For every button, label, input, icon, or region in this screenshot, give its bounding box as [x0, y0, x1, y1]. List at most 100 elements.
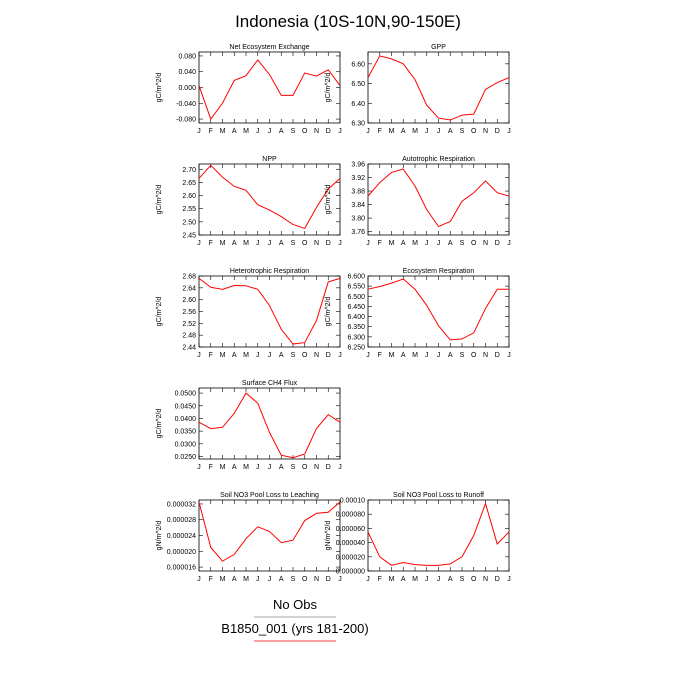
x-tick-label: S [460, 128, 465, 135]
x-tick-label: J [507, 576, 511, 583]
x-tick-label: S [460, 352, 465, 359]
y-tick-label: 0.0500 [175, 391, 197, 398]
x-tick-label: J [268, 352, 272, 359]
y-tick-label: 0.000032 [167, 501, 196, 508]
y-tick-label: 0.080 [178, 53, 196, 60]
x-tick-label: S [460, 240, 465, 247]
y-tick-label: -0.080 [176, 117, 196, 124]
x-tick-label: O [471, 128, 477, 135]
y-tick-label: 2.70 [182, 167, 196, 174]
y-tick-label: 6.350 [347, 324, 365, 331]
chart-panel-0: Net Ecosystem Exchange -0.080 -0.040 0.000 0… [156, 44, 342, 135]
x-tick-label: A [448, 240, 453, 247]
x-tick-label: J [197, 128, 201, 135]
panel-title: Net Ecosystem Exchange [229, 44, 309, 51]
x-tick-label: J [425, 240, 429, 247]
y-tick-label: 3.92 [351, 175, 365, 182]
y-tick-label: 0.000080 [336, 512, 365, 519]
y-tick-label: 0.000000 [336, 569, 365, 576]
x-tick-label: S [291, 576, 296, 583]
y-tick-label: 0.000020 [167, 549, 196, 556]
x-tick-label: A [401, 352, 406, 359]
x-tick-label: J [338, 352, 342, 359]
y-tick-label: 6.60 [351, 61, 365, 68]
y-tick-label: 2.52 [182, 321, 196, 328]
plot-frame [198, 499, 341, 572]
y-tick-label: 6.30 [351, 121, 365, 128]
y-tick-label: 2.68 [182, 274, 196, 281]
x-tick-label: M [389, 352, 395, 359]
series-line-0 [198, 501, 341, 562]
x-tick-label: N [483, 352, 488, 359]
x-tick-label: A [232, 352, 237, 359]
x-tick-label: A [232, 240, 237, 247]
y-tick-label: 0.0250 [175, 454, 197, 461]
y-tick-label: 0.00010 [340, 498, 365, 505]
x-tick-label: N [483, 128, 488, 135]
x-tick-label: J [338, 464, 342, 471]
x-tick-label: J [507, 240, 511, 247]
y-axis-label: gC/m^2/d [325, 185, 332, 215]
legend: No Obs B1850_001 (yrs 181-200) [221, 597, 369, 642]
x-tick-label: F [378, 576, 382, 583]
y-tick-label: 2.48 [182, 333, 196, 340]
plot-frame [367, 51, 510, 124]
x-tick-label: A [401, 128, 406, 135]
y-tick-label: 0.000024 [167, 533, 196, 540]
x-tick-label: J [256, 464, 260, 471]
y-axis-label: gC/m^2/d [156, 409, 163, 439]
x-tick-label: M [243, 128, 249, 135]
x-tick-label: D [326, 352, 331, 359]
y-tick-label: 3.80 [351, 216, 365, 223]
x-tick-label: F [378, 128, 382, 135]
series-line-0 [198, 164, 341, 230]
x-tick-label: S [291, 240, 296, 247]
y-tick-label: 0.0350 [175, 429, 197, 436]
x-tick-label: M [243, 352, 249, 359]
x-tick-label: M [243, 240, 249, 247]
x-tick-label: D [495, 576, 500, 583]
x-tick-label: J [197, 352, 201, 359]
x-tick-label: M [243, 464, 249, 471]
x-tick-label: S [460, 576, 465, 583]
x-tick-label: S [291, 352, 296, 359]
chart-panel-5: Ecosystem Respiration 6.250 6.300 6.350 6.40… [325, 268, 511, 359]
x-tick-label: J [425, 576, 429, 583]
chart-panel-6: Surface CH4 Flux 0.0250 0.0300 0.0350 0.0400… [156, 380, 342, 471]
x-tick-label: O [471, 240, 477, 247]
panel-title: Surface CH4 Flux [242, 380, 298, 387]
panel-grid: Net Ecosystem Exchange-0.080-0.0400.0000… [156, 44, 511, 583]
y-axis-label: gC/m^2/d [325, 73, 332, 103]
series-line-0 [367, 168, 510, 228]
legend-label-no-obs: No Obs [273, 597, 318, 612]
x-tick-label: O [471, 352, 477, 359]
y-tick-label: 2.64 [182, 285, 196, 292]
x-tick-label: D [326, 128, 331, 135]
x-tick-label: J [268, 128, 272, 135]
series-line-0 [198, 392, 341, 459]
x-tick-label: N [314, 352, 319, 359]
x-tick-label: N [314, 240, 319, 247]
chart-panel-7: Soil NO3 Pool Loss to Leaching 0.000016 0.… [156, 492, 342, 583]
x-tick-label: J [425, 352, 429, 359]
x-tick-label: F [378, 240, 382, 247]
x-tick-label: M [389, 576, 395, 583]
x-tick-label: S [291, 128, 296, 135]
x-tick-label: J [366, 352, 370, 359]
y-axis-label: gN/m^2/d [156, 521, 163, 551]
x-tick-label: J [197, 576, 201, 583]
x-tick-label: M [243, 576, 249, 583]
x-tick-label: J [425, 128, 429, 135]
x-tick-label: F [209, 464, 213, 471]
x-tick-label: N [314, 464, 319, 471]
x-tick-label: J [507, 128, 511, 135]
x-tick-label: M [220, 128, 226, 135]
y-tick-label: 2.60 [182, 193, 196, 200]
x-tick-label: F [209, 240, 213, 247]
x-tick-label: J [256, 240, 260, 247]
x-tick-label: A [279, 352, 284, 359]
x-tick-label: N [483, 240, 488, 247]
x-tick-label: O [302, 240, 308, 247]
x-tick-label: O [302, 128, 308, 135]
